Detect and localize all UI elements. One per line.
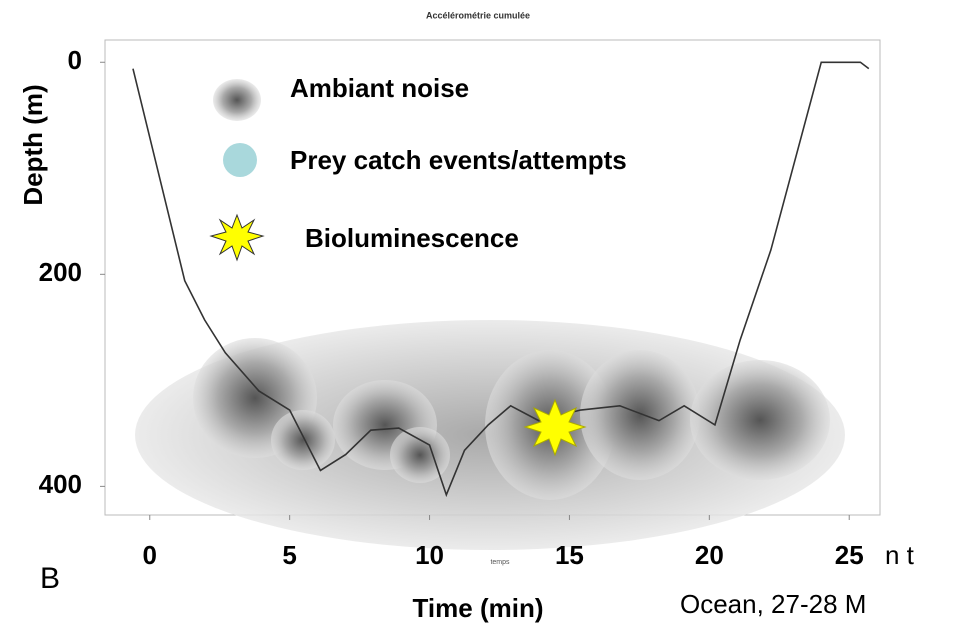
legend-label: Bioluminescence (305, 223, 519, 253)
x-tick-label: 0 (143, 540, 157, 570)
annotation: Ocean, 27-28 M (680, 589, 866, 619)
x-tick-label: 15 (555, 540, 584, 570)
x-small-label: temps (490, 559, 510, 566)
chart: Accélérométrie cumulée Depth (m) Time (m… (0, 0, 957, 638)
x-tick-label: 25 (835, 540, 864, 570)
y-axis-label: Depth (m) (18, 84, 48, 205)
panel-letter: B (40, 562, 60, 595)
x-tick-label: 20 (695, 540, 724, 570)
y-tick-label: 0 (68, 45, 82, 75)
legend-icon (223, 143, 257, 177)
x-axis-label: Time (min) (413, 593, 544, 623)
noise-ellipses (135, 320, 845, 550)
legend-label: Ambiant noise (290, 73, 469, 103)
chart-title: Accélérométrie cumulée (426, 10, 530, 20)
y-tick-label: 200 (39, 257, 82, 287)
x-tick-label: 10 (415, 540, 444, 570)
y-tick-label: 400 (39, 469, 82, 499)
x-tick-label: 5 (282, 540, 296, 570)
annotation: n t (885, 540, 915, 570)
legend-icon (213, 79, 261, 121)
legend-label: Prey catch events/attempts (290, 145, 627, 175)
